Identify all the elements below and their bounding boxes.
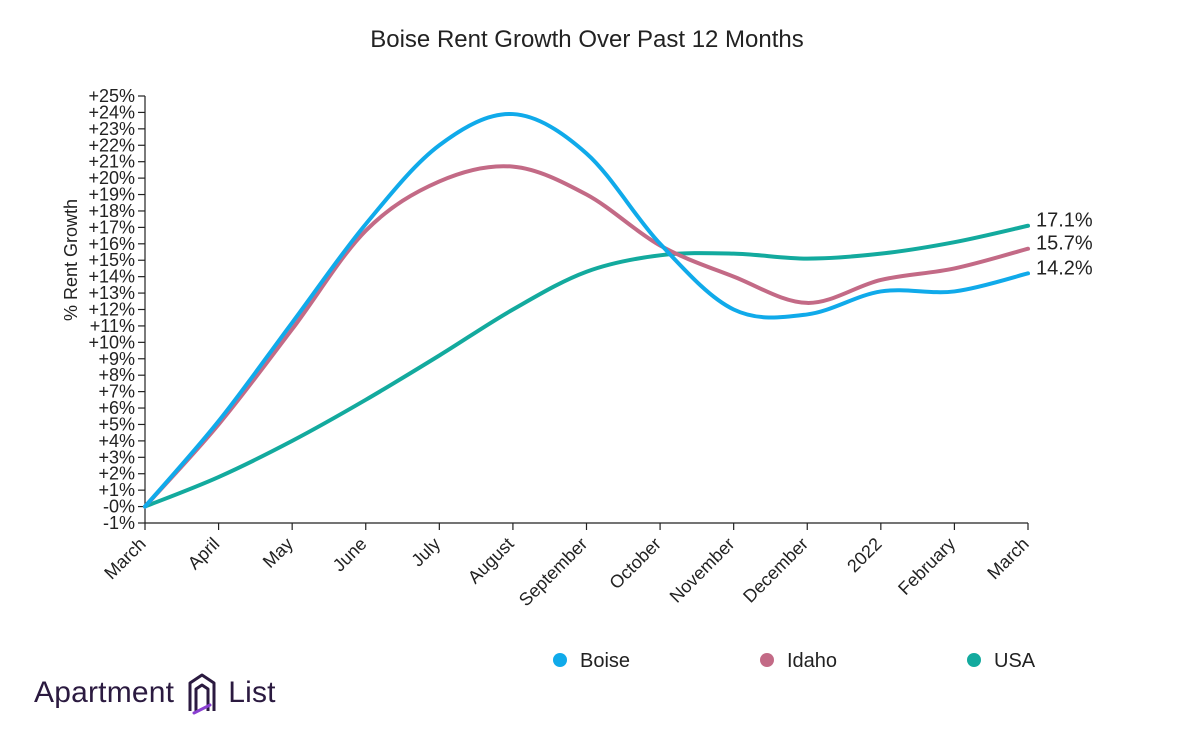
y-tick-label: +18%: [88, 201, 135, 221]
brand-word-left: Apartment: [34, 676, 175, 709]
y-tick-label: +22%: [88, 135, 135, 155]
legend-item-boise[interactable]: Boise: [553, 650, 630, 672]
y-tick-label: +23%: [88, 119, 135, 139]
legend-label: Idaho: [787, 650, 837, 672]
x-tick-label: September: [515, 534, 591, 610]
legend-swatch: [553, 653, 567, 667]
y-tick-label: +3%: [98, 447, 135, 467]
y-tick-label: -1%: [103, 513, 135, 533]
y-tick-label: +11%: [90, 316, 135, 336]
y-tick-label: +9%: [98, 349, 135, 369]
legend-label: USA: [994, 650, 1036, 672]
apartment-list-logo-icon: [188, 673, 216, 715]
apartment-list-brand: Apartment List: [34, 668, 276, 718]
y-tick-label: -0%: [103, 497, 135, 517]
y-tick-label: +25%: [88, 86, 135, 106]
series-lines: [143, 112, 1030, 509]
y-tick-label: +1%: [98, 480, 135, 500]
y-tick-label: +5%: [98, 414, 135, 434]
y-axis: -1%-0%+1%+2%+3%+4%+5%+6%+7%+8%+9%+10%+11…: [88, 86, 146, 533]
legend-item-usa[interactable]: USA: [967, 650, 1036, 672]
y-tick-label: +4%: [98, 431, 135, 451]
x-tick-label: April: [184, 534, 224, 574]
x-tick-label: October: [605, 534, 664, 593]
y-tick-label: +10%: [88, 332, 135, 352]
legend-swatch: [760, 653, 774, 667]
y-tick-label: +20%: [88, 168, 135, 188]
x-tick-label: May: [259, 534, 297, 572]
series-line-usa: [143, 223, 1030, 509]
legend-label: Boise: [580, 650, 630, 672]
x-tick-label: 2022: [843, 534, 885, 576]
series-line-boise: [143, 112, 1030, 509]
end-labels: 14.2%15.7%17.1%: [1036, 210, 1093, 280]
x-tick-label: August: [464, 534, 518, 588]
x-tick-label: July: [407, 534, 444, 571]
y-tick-label: +12%: [88, 300, 135, 320]
x-tick-label: March: [983, 534, 1033, 584]
x-tick-label: November: [666, 534, 739, 607]
y-tick-label: +8%: [98, 365, 135, 385]
y-tick-label: +16%: [88, 234, 135, 254]
y-tick-label: +17%: [88, 217, 135, 237]
legend-swatch: [967, 653, 981, 667]
legend: Boise Idaho USA: [553, 650, 1036, 672]
series-line-idaho: [143, 164, 1030, 509]
y-axis-label: % Rent Growth: [61, 199, 81, 321]
y-tick-label: +14%: [88, 267, 135, 287]
y-tick-label: +19%: [88, 185, 135, 205]
x-tick-label: February: [894, 534, 959, 599]
y-tick-label: +6%: [98, 398, 135, 418]
x-tick-label: June: [329, 534, 371, 576]
y-tick-label: +15%: [88, 250, 135, 270]
end-label-boise: 14.2%: [1036, 257, 1093, 279]
y-tick-label: +13%: [88, 283, 135, 303]
y-tick-label: +7%: [98, 382, 135, 402]
legend-item-idaho[interactable]: Idaho: [760, 650, 837, 672]
y-tick-label: +2%: [98, 464, 135, 484]
end-label-usa: 17.1%: [1036, 210, 1093, 232]
x-tick-label: December: [739, 534, 812, 607]
brand-word-right: List: [228, 676, 276, 709]
y-tick-label: +24%: [88, 102, 135, 122]
end-label-idaho: 15.7%: [1036, 233, 1093, 255]
x-tick-label: March: [100, 534, 150, 584]
y-tick-label: +21%: [88, 152, 135, 172]
chart-title: Boise Rent Growth Over Past 12 Months: [370, 26, 804, 53]
